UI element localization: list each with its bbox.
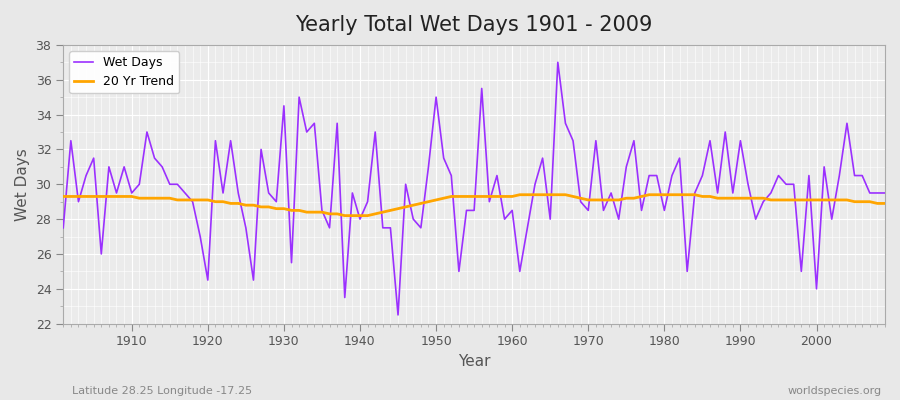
Wet Days xyxy=(119,164,130,169)
20 Yr Trend xyxy=(286,208,297,213)
20 Yr Trend xyxy=(119,194,130,199)
20 Yr Trend xyxy=(507,194,517,199)
Wet Days xyxy=(286,260,297,265)
20 Yr Trend xyxy=(522,192,533,197)
Legend: Wet Days, 20 Yr Trend: Wet Days, 20 Yr Trend xyxy=(69,51,179,93)
20 Yr Trend xyxy=(332,212,343,216)
Title: Yearly Total Wet Days 1901 - 2009: Yearly Total Wet Days 1901 - 2009 xyxy=(295,15,652,35)
Wet Days xyxy=(515,269,526,274)
20 Yr Trend xyxy=(613,198,624,202)
20 Yr Trend xyxy=(58,194,68,199)
20 Yr Trend xyxy=(879,201,890,206)
Wet Days xyxy=(553,60,563,65)
Text: Latitude 28.25 Longitude -17.25: Latitude 28.25 Longitude -17.25 xyxy=(72,386,252,396)
Wet Days xyxy=(507,208,517,213)
Wet Days xyxy=(879,190,890,195)
Wet Days xyxy=(392,312,403,317)
20 Yr Trend xyxy=(339,213,350,218)
Y-axis label: Wet Days: Wet Days xyxy=(15,148,30,221)
Wet Days xyxy=(332,121,343,126)
Wet Days xyxy=(613,217,624,222)
Text: worldspecies.org: worldspecies.org xyxy=(788,386,882,396)
Line: Wet Days: Wet Days xyxy=(63,62,885,315)
20 Yr Trend xyxy=(515,192,526,197)
Line: 20 Yr Trend: 20 Yr Trend xyxy=(63,195,885,216)
Wet Days xyxy=(58,226,68,230)
X-axis label: Year: Year xyxy=(458,354,491,369)
